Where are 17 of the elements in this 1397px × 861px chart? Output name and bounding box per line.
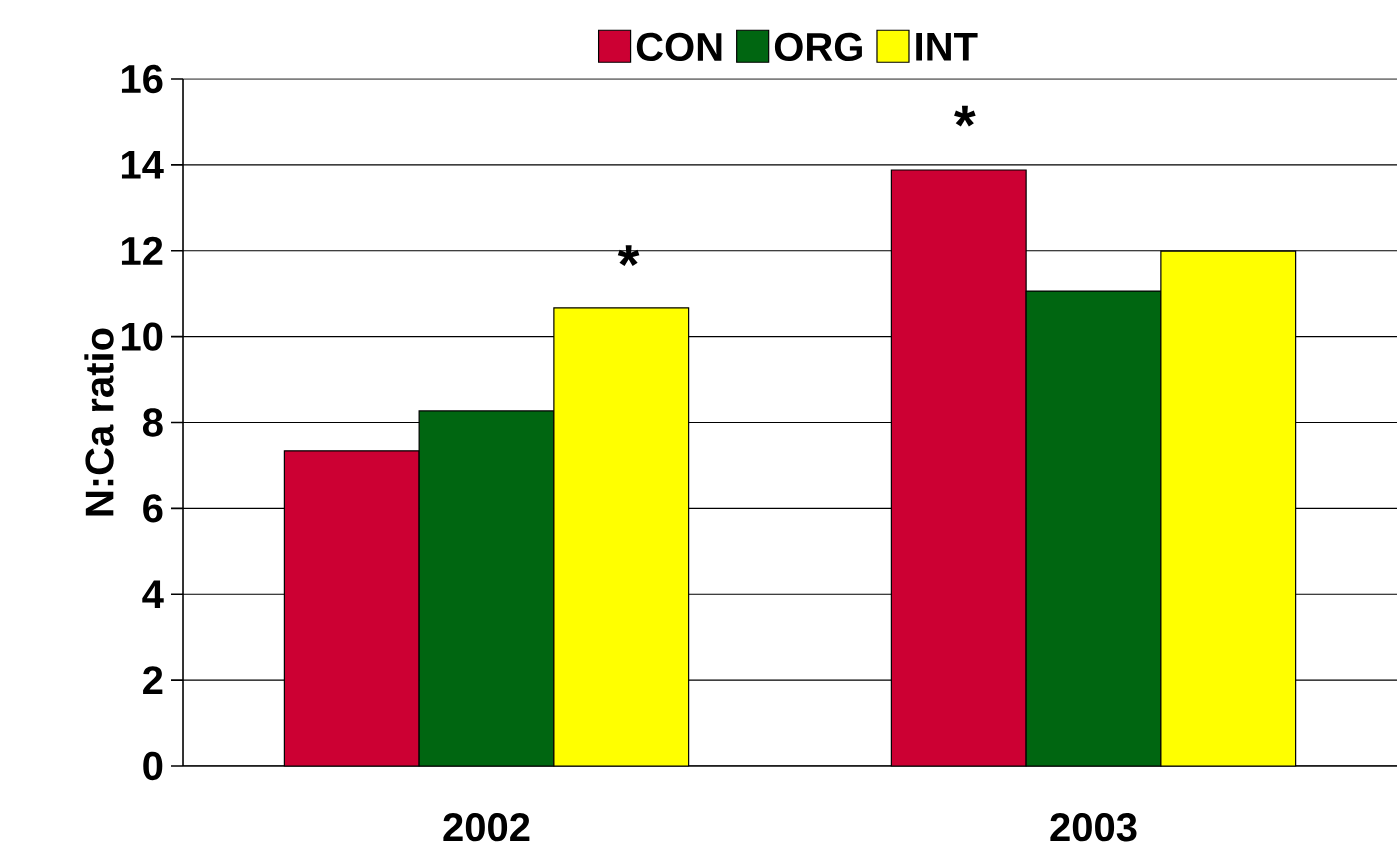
y-tick-label: 8 — [142, 408, 163, 437]
y-tick-label: 6 — [143, 494, 163, 523]
x-tick-label: 2003 — [1050, 813, 1137, 842]
legend-label: ORG — [774, 32, 862, 62]
legend-label: INT — [916, 33, 978, 61]
y-tick-label: 14 — [121, 151, 164, 179]
legend-label: CON — [636, 32, 722, 62]
y-tick-label: 4 — [142, 580, 164, 608]
y-tick-label: 10 — [121, 322, 163, 351]
annotation: * — [617, 245, 640, 267]
annotation: * — [954, 105, 976, 127]
y-axis-title: N:Ca ratio — [84, 328, 114, 516]
y-tick-label: 0 — [143, 751, 163, 781]
x-tick-label: 2002 — [443, 813, 530, 842]
y-tick-label: 12 — [121, 236, 163, 265]
y-tick-label: 2 — [143, 666, 163, 695]
y-tick-label: 16 — [121, 64, 163, 94]
